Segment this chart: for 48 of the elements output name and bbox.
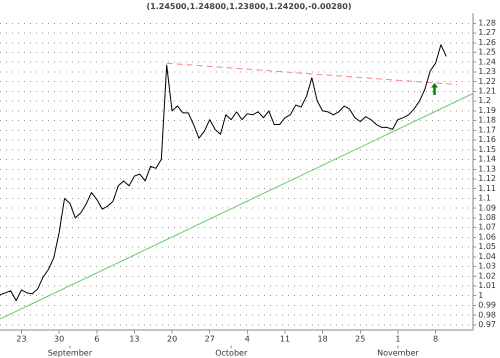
y-tick-label: 1.02 [478, 271, 496, 280]
x-tick-label: 1 [395, 334, 400, 344]
x-tick-label: 20 [166, 334, 178, 344]
x-tick-label: 6 [94, 334, 100, 344]
y-tick-label: 1.05 [478, 242, 496, 252]
x-tick-label: 23 [16, 334, 27, 344]
y-tick-label: 0.99 [478, 300, 496, 310]
y-tick-label: 1.28 [478, 18, 496, 28]
x2-tick-label: November [377, 348, 420, 358]
y-tick-label: 1.13 [478, 164, 496, 174]
y-tick-label: 1.01 [478, 281, 496, 290]
y-tick-label: 1.06 [478, 232, 496, 242]
y-tick-label: 1 [478, 290, 484, 300]
y-tick-label: 1.09 [478, 203, 496, 212]
y-tick-label: 1.15 [478, 144, 496, 154]
x-tick-label: 25 [355, 334, 366, 344]
y-tick-label: 1.12 [478, 174, 496, 184]
y-tick-label: 1.22 [478, 76, 496, 86]
x2-tick-label: October [215, 348, 248, 358]
y-tick-label: 1.23 [478, 67, 496, 76]
chart-title: (1.24500,1.24800,1.23800,1.24200,-0.00280) [146, 2, 352, 11]
x2-tick-label: September [48, 348, 93, 358]
y-tick-label: 1.1 [478, 194, 491, 203]
y-tick-label: 0.98 [478, 310, 496, 320]
y-tick-label: 1.07 [478, 222, 496, 232]
x-tick-label: 13 [129, 334, 140, 344]
y-tick-label: 1.04 [478, 252, 496, 261]
y-tick-label: 1.18 [478, 116, 496, 125]
x-tick-label: 11 [280, 334, 290, 344]
y-tick-label: 1.25 [478, 48, 496, 57]
y-tick-label: 1.26 [478, 38, 496, 47]
y-tick-label: 1.19 [478, 106, 496, 115]
y-tick-label: 1.21 [478, 86, 496, 96]
x-tick-label: 8 [433, 334, 438, 344]
x-tick-label: 30 [54, 334, 64, 344]
y-tick-label: 1.17 [478, 125, 496, 134]
y-tick-label: 1.14 [478, 154, 496, 164]
y-tick-label: 1.08 [478, 212, 496, 222]
y-tick-label: 1.24 [478, 57, 496, 66]
x-tick-label: 27 [204, 334, 215, 344]
y-tick-label: 1.03 [478, 262, 496, 271]
y-tick-label: 1.27 [478, 28, 496, 38]
y-tick-label: 1.2 [478, 96, 491, 106]
y-tick-label: 1.16 [478, 135, 496, 144]
y-tick-label: 0.97 [478, 320, 496, 330]
x-tick-label: 4 [244, 334, 250, 344]
y-tick-label: 1.11 [478, 184, 496, 193]
x-tick-label: 18 [318, 334, 328, 344]
